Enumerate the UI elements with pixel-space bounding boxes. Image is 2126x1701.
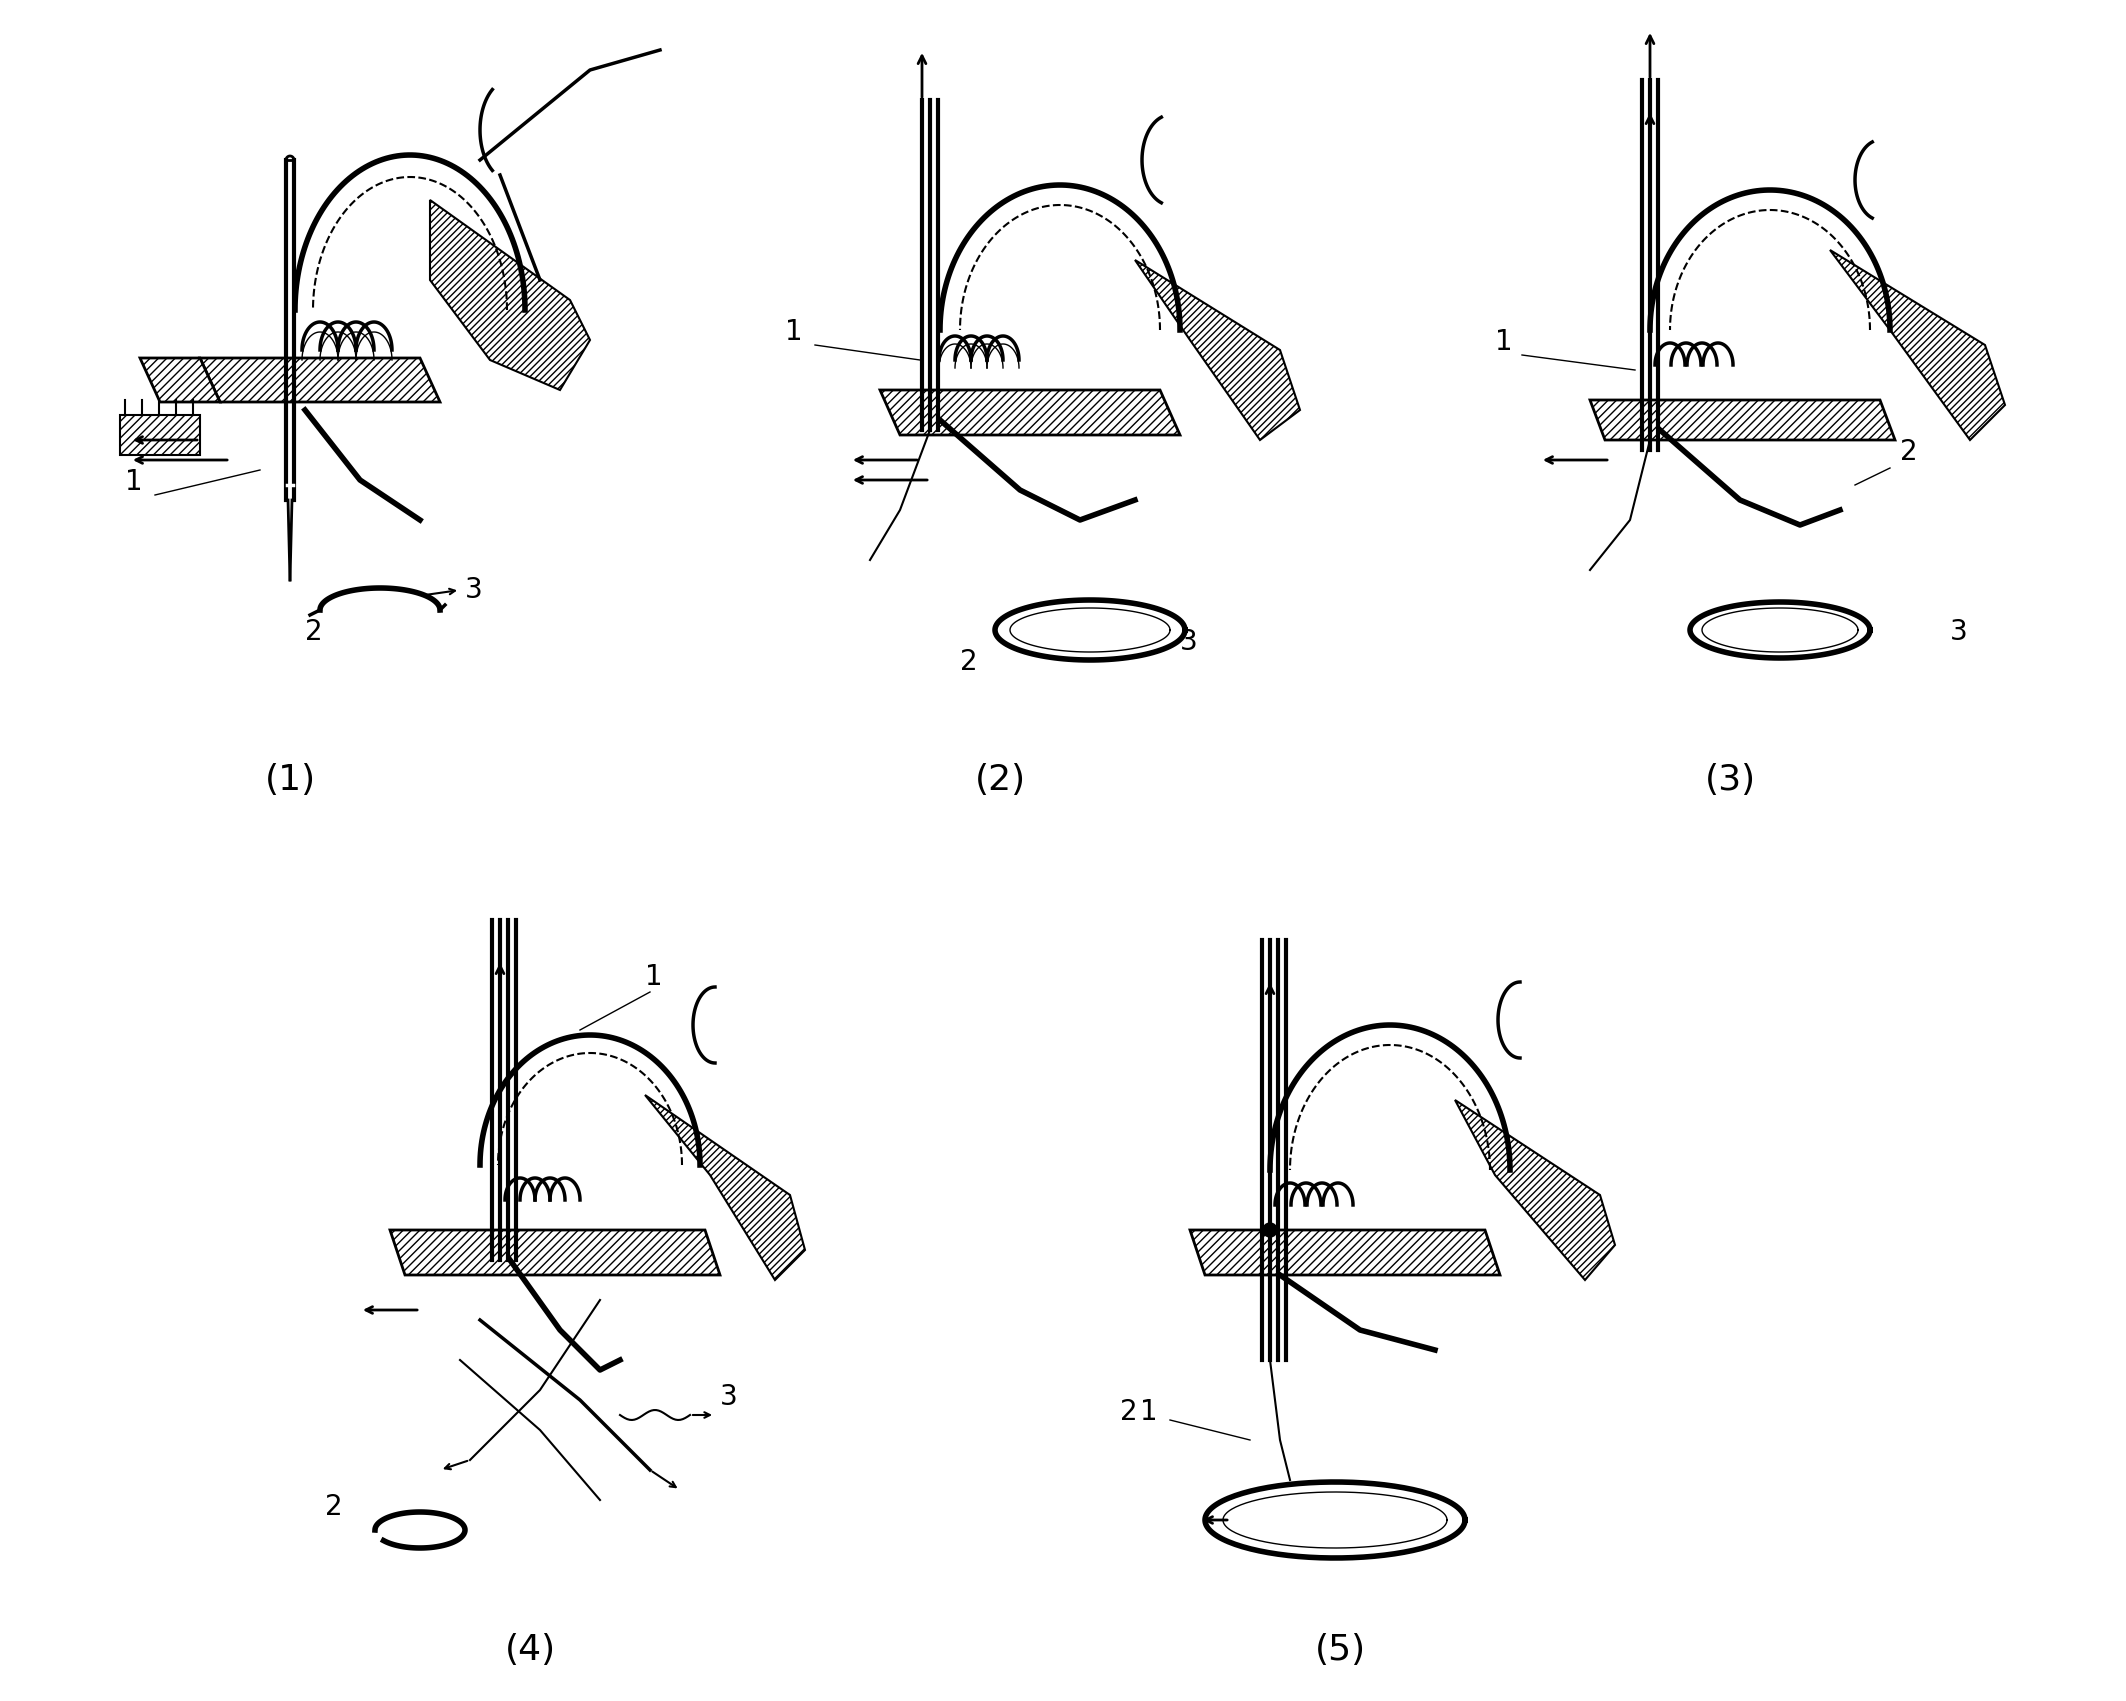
Text: 1: 1: [1140, 1398, 1159, 1425]
Text: 1: 1: [644, 963, 663, 992]
Polygon shape: [1590, 400, 1894, 441]
Polygon shape: [119, 415, 200, 454]
Circle shape: [1263, 1223, 1278, 1237]
Text: 2: 2: [1120, 1398, 1137, 1425]
Text: 1: 1: [1495, 328, 1512, 356]
Polygon shape: [644, 1095, 806, 1279]
Text: (2): (2): [974, 764, 1025, 798]
Polygon shape: [200, 357, 440, 401]
Text: 2: 2: [325, 1493, 342, 1521]
Text: (1): (1): [264, 764, 315, 798]
Text: 3: 3: [1180, 628, 1197, 657]
Polygon shape: [429, 201, 591, 390]
Text: 1: 1: [784, 318, 804, 345]
Polygon shape: [1191, 1230, 1501, 1276]
Polygon shape: [140, 357, 219, 401]
Text: 3: 3: [466, 577, 483, 604]
Polygon shape: [1135, 260, 1299, 441]
Text: 3: 3: [1950, 617, 1969, 646]
Text: (4): (4): [504, 1633, 555, 1667]
Text: 2: 2: [304, 617, 323, 646]
Text: 2: 2: [1901, 437, 1918, 466]
Polygon shape: [1830, 250, 2005, 441]
Text: (3): (3): [1705, 764, 1756, 798]
Text: 1: 1: [125, 468, 142, 497]
Text: 2: 2: [961, 648, 978, 675]
Polygon shape: [389, 1230, 721, 1276]
Polygon shape: [1454, 1101, 1616, 1279]
Polygon shape: [880, 390, 1180, 435]
Text: 3: 3: [721, 1383, 738, 1412]
Text: (5): (5): [1314, 1633, 1365, 1667]
